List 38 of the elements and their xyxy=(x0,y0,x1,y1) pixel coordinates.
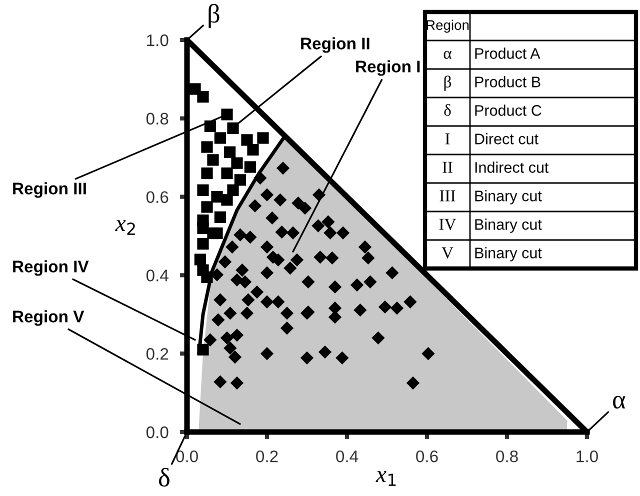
annotation: Direct cut xyxy=(475,133,538,144)
y-tick-label: 0.0 xyxy=(146,426,168,438)
x-axis-title: x$_{1}$ xyxy=(376,471,396,486)
annotation: Product C xyxy=(475,104,542,116)
annotation: Product A xyxy=(475,48,540,59)
text: Region xyxy=(426,20,469,33)
annotation: Binary cut xyxy=(475,218,542,233)
annotation: α xyxy=(444,50,452,59)
annotation: Product B xyxy=(475,76,540,88)
annotation: β xyxy=(208,4,220,28)
annotation: IV xyxy=(439,218,456,230)
annotation: II xyxy=(442,162,452,173)
annotation: Indirect cut xyxy=(475,162,549,173)
text: δ xyxy=(158,468,170,487)
x-tick-label: 0.2 xyxy=(256,450,278,462)
annotation: Region IV xyxy=(13,260,89,276)
x-tick-label: 1.0 xyxy=(576,450,598,462)
annotation: I xyxy=(445,133,450,144)
x-tick-label: 0.6 xyxy=(416,450,438,462)
x-tick-label: 0.8 xyxy=(496,450,518,462)
annotation: β xyxy=(444,76,452,91)
y-axis-title: x$_{2}$ xyxy=(115,220,135,235)
annotation: Binary cut xyxy=(475,247,542,262)
y-tick-label: 0.6 xyxy=(146,191,168,204)
annotation: α xyxy=(613,396,626,409)
annotation: δ xyxy=(444,104,451,116)
annotation: Region I xyxy=(356,60,420,76)
y-tick-label: 0.8 xyxy=(146,112,168,125)
y-tick-label: 1.0 xyxy=(147,34,168,46)
annotation: Region II xyxy=(301,37,370,53)
annotation: Region III xyxy=(13,182,86,198)
annotation: III xyxy=(440,190,456,202)
annotation: V xyxy=(442,247,454,259)
annotation: Binary cut xyxy=(475,190,542,204)
text: Region V xyxy=(13,310,84,326)
y-tick-label: 0.2 xyxy=(146,348,168,360)
x-tick-label: 0.4 xyxy=(336,450,358,462)
y-tick-label: 0.4 xyxy=(146,270,168,282)
